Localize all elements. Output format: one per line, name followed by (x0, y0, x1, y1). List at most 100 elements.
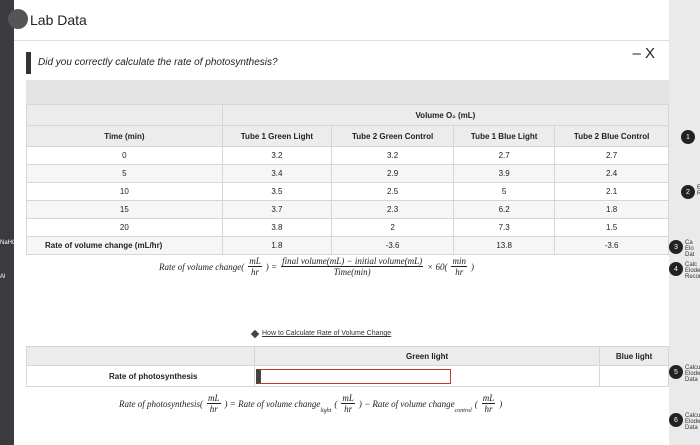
formula-text: ) − Rate of volume change (358, 398, 455, 409)
cell: 3.7 (221, 200, 333, 219)
fraction: final volume(mL) − initial volume(mL) Tim… (281, 256, 424, 277)
data-row: 20 3.8 2 7.3 1.5 (26, 218, 669, 237)
denominator: hr (344, 404, 353, 414)
cell: 1.8 (554, 200, 669, 219)
step-line: Data (685, 377, 698, 383)
numerator: final volume(mL) − initial volume(mL) (281, 256, 424, 267)
subscript: light (320, 408, 332, 414)
rate-row: Rate of volume change (mL/hr) 1.8 -3.6 13.8… (26, 236, 669, 255)
cell: 2.4 (554, 164, 669, 183)
row-label: Rate of volume change (mL/hr) (26, 236, 223, 255)
left-edge: NaHCO₃ Al (0, 240, 23, 308)
step-line: R (697, 191, 700, 197)
header-stripe (26, 80, 669, 104)
question-marker (26, 52, 31, 74)
cell: 2.9 (331, 164, 455, 183)
fraction: mL hr (341, 393, 355, 414)
cell: 3.4 (221, 164, 333, 183)
column-header: Tube 2 Blue Control (554, 125, 669, 147)
cell: 3.9 (453, 164, 556, 183)
step: 1 (681, 130, 695, 144)
app-icon (8, 9, 28, 29)
step: 6CalculateElodea inData (669, 413, 700, 431)
step: 3 Ca Elo Dat (669, 240, 694, 258)
link-icon (250, 329, 260, 339)
rate-input[interactable] (256, 368, 451, 384)
cell: 15 (26, 200, 223, 219)
cell: 20 (26, 218, 223, 237)
cell: 3.5 (221, 182, 333, 201)
formula-text: ) = Rate of volume change (224, 398, 321, 409)
denominator: hr (455, 267, 464, 277)
step-line: Recor (685, 274, 700, 280)
numerator: mL (481, 393, 496, 404)
help-link[interactable]: How to Calculate Rate of Volume Change (262, 330, 392, 337)
cell: 10 (26, 182, 223, 201)
denominator: hr (209, 404, 218, 414)
fraction: mL hr (248, 256, 262, 277)
step-line: Calculate (685, 413, 700, 419)
cell: 5 (453, 182, 556, 201)
step-line: Elodea (685, 371, 700, 377)
cell: 6.2 (453, 200, 556, 219)
input-cell (599, 365, 669, 387)
title-bar: Lab Data (8, 0, 669, 41)
formula-text: Rate of volume change( (159, 261, 245, 272)
row-label: Rate of photosynthesis (26, 365, 255, 387)
step-line: Elode (685, 268, 700, 274)
question: Did you correctly calculate the rate of … (38, 57, 278, 68)
step-line: Ca (685, 240, 693, 246)
step-line: E (697, 185, 700, 191)
cell: 7.3 (453, 218, 556, 237)
cell: 1.8 (221, 236, 333, 255)
window-controls[interactable]: – X (632, 45, 655, 62)
header-row: Green light Blue light (26, 346, 669, 366)
numerator: min (451, 256, 467, 267)
cell: 3.8 (221, 218, 333, 237)
data-row: 0 3.2 3.2 2.7 2.7 (26, 146, 669, 165)
column-header: Tube 1 Blue Light (453, 125, 556, 147)
denominator: hr (250, 267, 259, 277)
window-title: Lab Data (30, 12, 87, 28)
header-row: Volume O₂ (mL) (26, 104, 670, 126)
formula-photosynthesis: Rate of photosynthesis(mL hr) = Rate of v… (119, 393, 502, 414)
cell: 0 (26, 146, 223, 165)
step-number: 3 (669, 240, 683, 254)
step-line: Elo (685, 246, 694, 252)
cell: 2.5 (331, 182, 455, 201)
fraction: mL hr (207, 393, 221, 414)
data-table: Volume O₂ (mL) Time (min) Tube 1 Green Lig… (26, 104, 670, 255)
step-number: 2 (681, 185, 695, 199)
column-header: Tube 1 Green Light (221, 125, 333, 147)
cell: 3.2 (221, 146, 333, 165)
cell: 2.3 (331, 200, 455, 219)
step-text: Ca Elo Dat (685, 240, 694, 258)
group-header: Volume O₂ (mL) (221, 104, 670, 126)
fraction: min hr (451, 256, 467, 277)
step-line: Data (685, 425, 698, 431)
formula-text: ) (470, 261, 474, 272)
formula-text: Rate of photosynthesis( (119, 398, 203, 409)
numerator: mL (248, 256, 262, 267)
subscript: control (454, 408, 472, 414)
result-table: Green light Blue light Rate of photosynthe… (26, 346, 669, 387)
result-row: Rate of photosynthesis (26, 365, 669, 387)
step-number: 6 (669, 413, 683, 427)
blank-cell (26, 104, 223, 126)
step-number: 1 (681, 130, 695, 144)
column-header: Tube 2 Green Control (331, 125, 455, 147)
denominator: Time(min) (333, 267, 371, 277)
cell: -3.6 (554, 236, 669, 255)
step-text: CalculateElodea inData (685, 413, 700, 431)
cell: 1.5 (554, 218, 669, 237)
blank-cell (26, 346, 255, 366)
column-header: Green light (253, 346, 601, 366)
cell: 5 (26, 164, 223, 183)
step-text: CalculElodeaData (685, 365, 700, 383)
numerator: mL (207, 393, 221, 404)
step-number: 5 (669, 365, 683, 379)
cell: 2 (331, 218, 455, 237)
